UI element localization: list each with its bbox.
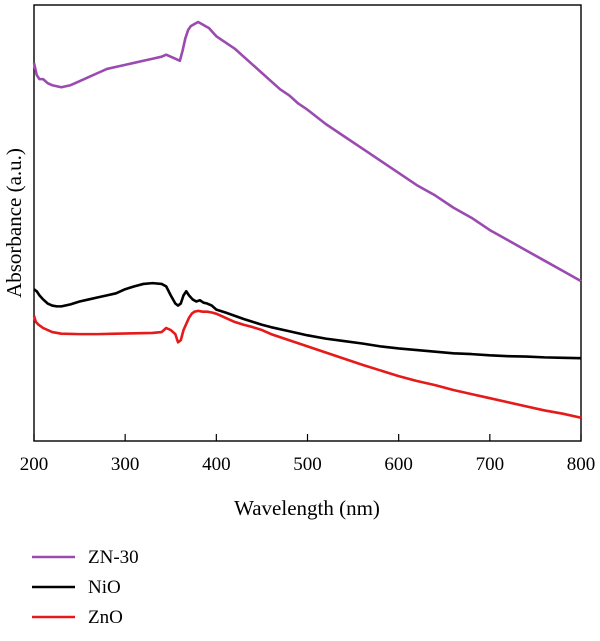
legend-label: ZnO bbox=[88, 607, 123, 628]
legend: ZN-30 NiO ZnO bbox=[32, 547, 139, 628]
plot-area: 200 300 400 500 600 700 800 bbox=[20, 4, 596, 475]
legend-label: NiO bbox=[88, 577, 121, 598]
series-line-zn-30 bbox=[32, 20, 582, 283]
series-line-zno bbox=[32, 309, 582, 420]
x-axis-ticks: 200 300 400 500 600 700 800 bbox=[20, 434, 596, 475]
y-axis-title: Absorbance (a.u.) bbox=[2, 148, 26, 298]
legend-label: ZN-30 bbox=[88, 547, 139, 568]
x-tick-label: 800 bbox=[567, 454, 596, 475]
x-tick-label: 700 bbox=[476, 454, 505, 475]
x-tick-label: 300 bbox=[111, 454, 140, 475]
x-axis-title: Wavelength (nm) bbox=[234, 496, 380, 520]
series-line-nio bbox=[33, 281, 582, 360]
series-layer bbox=[32, 20, 582, 420]
x-tick-label: 200 bbox=[20, 454, 49, 475]
plot-frame bbox=[33, 4, 582, 442]
x-tick-label: 600 bbox=[384, 454, 413, 475]
x-tick-label: 500 bbox=[293, 454, 322, 475]
x-tick-label: 400 bbox=[202, 454, 231, 475]
